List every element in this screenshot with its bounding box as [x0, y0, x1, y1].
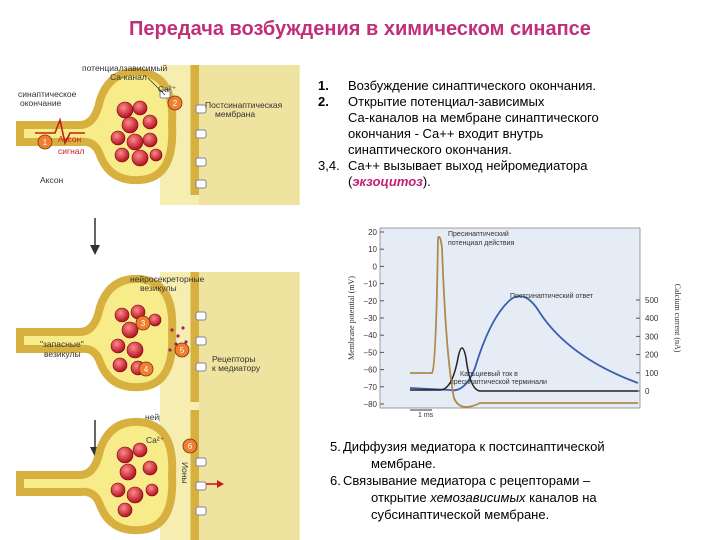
step-6-line2-pre: открытие: [371, 490, 431, 505]
label-synaptic-2: окончание: [20, 98, 62, 108]
left-tick-label: 0: [373, 262, 378, 271]
right-tick-label: 0: [645, 387, 650, 396]
annot-calcium-1: Кальциевый ток в: [460, 370, 518, 378]
step-3-4-number: 3,4.: [318, 158, 340, 173]
annot-presyn-1: Пресинаптический: [448, 230, 509, 238]
left-axis-label: Membrane potential (mV): [347, 276, 356, 360]
panel-exocytosis: 3 4 5 нейросекреторные везикулы "запасны…: [16, 272, 300, 431]
right-tick-label: 500: [645, 296, 659, 305]
step-3-4-text: Са++ вызывает выход нейромедиатора: [348, 158, 588, 173]
left-tick-label: −70: [363, 383, 377, 392]
right-tick-label: 400: [645, 314, 659, 323]
panel-binding: 6 Ca²⁺ Ионы: [16, 410, 300, 540]
label-synaptic-1: синаптическое: [18, 89, 77, 99]
marker-3: 3: [141, 319, 146, 328]
right-axis-label: Calcium current (nA): [673, 284, 682, 353]
steps-top-list: 1. Возбуждение синаптического окончания.…: [318, 78, 708, 190]
left-tick-label: −10: [363, 280, 377, 289]
calcium-current-line: [410, 347, 638, 392]
label-potential-channel-2: Са-канал: [110, 72, 147, 82]
label-ap-1: Аксон: [58, 134, 82, 144]
steps-bottom-list: 5. Диффузия медиатора к постсинаптическо…: [330, 438, 710, 523]
step-1-number: 1.: [318, 78, 329, 93]
step-1: 1. Возбуждение синаптического окончания.: [318, 78, 708, 94]
label-postsyn-1: Постсинаптическая: [205, 100, 283, 110]
step-6-line2: открытие хемозависимых каналов на: [343, 489, 710, 506]
left-tick-label: −60: [363, 366, 377, 375]
marker-2: 2: [173, 99, 178, 108]
left-tick-label: −30: [363, 314, 377, 323]
step-3-4-line2: (экзоцитоз).: [348, 174, 708, 190]
step-3-4-open: (: [348, 174, 353, 189]
step-3-4: 3,4. Са++ вызывает выход нейромедиатора …: [318, 158, 708, 190]
step-2-line1: Открытие потенциал-зависимых: [348, 94, 545, 109]
annot-presyn-2: потенциал действия: [448, 239, 514, 247]
label-potential-channel-1: потенциалзависимый: [82, 63, 168, 73]
panel-excitation: 1 2 потенциалзависимый Са-канал синаптич…: [16, 63, 300, 205]
label-receptors-2: к медиатору: [212, 363, 261, 373]
marker-4: 4: [144, 365, 149, 374]
label-ca-top: Ca²⁺: [158, 84, 177, 94]
step-6-line1: Связывание медиатора с рецепторами –: [343, 473, 591, 488]
marker-6: 6: [188, 442, 193, 451]
scale-label: 1 ms: [418, 412, 434, 419]
step-6: 6. Связывание медиатора с рецепторами – …: [330, 472, 710, 523]
annot-calcium-2: пресинаптической терминали: [450, 378, 547, 386]
label-receptors-1: Рецепторы: [212, 354, 256, 364]
chemodependent-term: хемозависимых: [430, 490, 526, 505]
right-tick-label: 100: [645, 369, 659, 378]
step-5-line1: Диффузия медиатора к постсинаптической: [343, 439, 605, 454]
plot-area: [379, 227, 641, 409]
right-tick-label: 300: [645, 332, 659, 341]
step-5: 5. Диффузия медиатора к постсинаптическо…: [330, 438, 710, 472]
right-tick-label: 200: [645, 351, 659, 360]
annot-postsyn: Постсинаптический ответ: [510, 292, 594, 300]
label-axon: Аксон: [40, 175, 64, 185]
label-postsyn-2: мембрана: [215, 109, 255, 119]
step-2-line3: окончания - Са++ входит внутрь: [348, 126, 544, 141]
presynaptic-ap-line: [410, 235, 638, 408]
step-1-text: Возбуждение синаптического окончания.: [348, 78, 597, 93]
marker-5: 5: [180, 346, 185, 355]
left-tick-label: −80: [363, 400, 377, 409]
label-neurosecretory-1: нейросекреторные: [130, 274, 205, 284]
page-title: Передача возбуждения в химическом синапс…: [129, 18, 591, 40]
marker-1: 1: [43, 138, 48, 147]
step-2: 2. Открытие потенциал-зависимых Са-канал…: [318, 94, 708, 158]
postsynaptic-response-line: [409, 295, 639, 392]
synapse-diagram: 1 2 потенциалзависимый Са-канал синаптич…: [16, 63, 300, 540]
left-tick-label: −20: [363, 297, 377, 306]
step-2-number: 2.: [318, 94, 329, 109]
label-ions: Ионы: [180, 462, 190, 484]
step-6-number: 6.: [330, 473, 341, 488]
step-5-number: 5.: [330, 439, 341, 454]
left-tick-label: −50: [363, 348, 377, 357]
step-3-4-close: ).: [422, 174, 431, 189]
label-reserve-1: "запасные": [40, 339, 84, 349]
left-tick-label: −40: [363, 331, 377, 340]
label-neuro-1: нейро-: [145, 412, 172, 422]
step-5-line2: мембране.: [371, 456, 436, 471]
left-tick-label: 10: [368, 245, 377, 254]
label-reserve-2: везикулы: [44, 349, 81, 359]
label-ca-bottom: Ca²⁺: [146, 435, 165, 445]
step-6-line2-post: каналов на: [525, 490, 597, 505]
step-6-line3: субсинаптической мембране.: [371, 507, 550, 522]
left-tick-label: 20: [368, 228, 377, 237]
label-ap-2: сигнал: [58, 146, 85, 156]
step-2-line4: синаптического окончания.: [348, 142, 512, 157]
step-2-line2: Са-каналов на мембране синаптического: [348, 110, 599, 125]
exocytosis-term: экзоцитоз: [352, 174, 423, 189]
label-neurosecretory-2: везикулы: [140, 283, 177, 293]
